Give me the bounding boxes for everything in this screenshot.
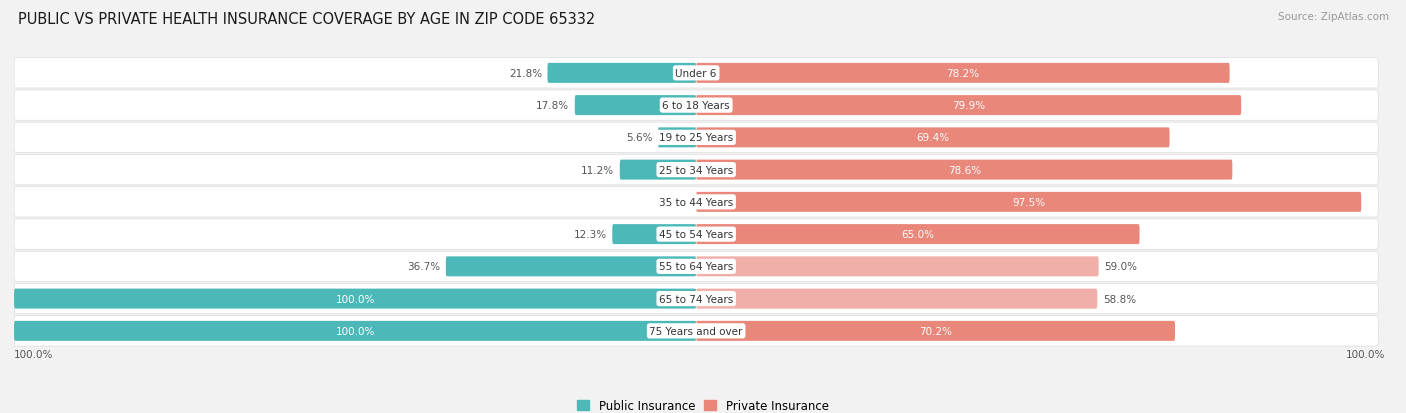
FancyBboxPatch shape <box>696 192 1361 212</box>
FancyBboxPatch shape <box>696 160 1232 180</box>
FancyBboxPatch shape <box>696 289 1097 309</box>
Text: 75 Years and over: 75 Years and over <box>650 326 742 336</box>
Text: 78.6%: 78.6% <box>948 165 981 175</box>
FancyBboxPatch shape <box>14 321 696 341</box>
Text: 70.2%: 70.2% <box>920 326 952 336</box>
Text: PUBLIC VS PRIVATE HEALTH INSURANCE COVERAGE BY AGE IN ZIP CODE 65332: PUBLIC VS PRIVATE HEALTH INSURANCE COVER… <box>18 12 596 27</box>
Text: 100.0%: 100.0% <box>1346 349 1385 359</box>
Text: 69.4%: 69.4% <box>917 133 949 143</box>
Legend: Public Insurance, Private Insurance: Public Insurance, Private Insurance <box>572 394 834 413</box>
FancyBboxPatch shape <box>14 59 1378 89</box>
Text: 6 to 18 Years: 6 to 18 Years <box>662 101 730 111</box>
FancyBboxPatch shape <box>696 96 1241 116</box>
Text: Source: ZipAtlas.com: Source: ZipAtlas.com <box>1278 12 1389 22</box>
Text: 45 to 54 Years: 45 to 54 Years <box>659 230 734 240</box>
FancyBboxPatch shape <box>696 128 1170 148</box>
Text: 79.9%: 79.9% <box>952 101 986 111</box>
Text: 35 to 44 Years: 35 to 44 Years <box>659 197 734 207</box>
FancyBboxPatch shape <box>696 321 1175 341</box>
Text: 17.8%: 17.8% <box>536 101 569 111</box>
FancyBboxPatch shape <box>620 160 696 180</box>
FancyBboxPatch shape <box>14 155 1378 185</box>
FancyBboxPatch shape <box>658 128 696 148</box>
FancyBboxPatch shape <box>14 187 1378 218</box>
Text: 100.0%: 100.0% <box>336 294 375 304</box>
Text: 100.0%: 100.0% <box>14 349 53 359</box>
Text: Under 6: Under 6 <box>675 69 717 78</box>
Text: 100.0%: 100.0% <box>336 326 375 336</box>
Text: 55 to 64 Years: 55 to 64 Years <box>659 262 734 272</box>
Text: 11.2%: 11.2% <box>581 165 614 175</box>
Text: 65 to 74 Years: 65 to 74 Years <box>659 294 734 304</box>
FancyBboxPatch shape <box>14 91 1378 121</box>
Text: 97.5%: 97.5% <box>1012 197 1045 207</box>
Text: 21.8%: 21.8% <box>509 69 543 78</box>
FancyBboxPatch shape <box>696 257 1098 277</box>
Text: 78.2%: 78.2% <box>946 69 980 78</box>
FancyBboxPatch shape <box>446 257 696 277</box>
Text: 58.8%: 58.8% <box>1102 294 1136 304</box>
FancyBboxPatch shape <box>696 64 1230 84</box>
Text: 0.0%: 0.0% <box>665 197 690 207</box>
FancyBboxPatch shape <box>14 219 1378 250</box>
Text: 65.0%: 65.0% <box>901 230 935 240</box>
FancyBboxPatch shape <box>14 284 1378 314</box>
Text: 12.3%: 12.3% <box>574 230 607 240</box>
FancyBboxPatch shape <box>612 225 696 244</box>
FancyBboxPatch shape <box>547 64 696 84</box>
Text: 59.0%: 59.0% <box>1104 262 1137 272</box>
FancyBboxPatch shape <box>14 252 1378 282</box>
Text: 5.6%: 5.6% <box>626 133 652 143</box>
Text: 36.7%: 36.7% <box>408 262 440 272</box>
Text: 25 to 34 Years: 25 to 34 Years <box>659 165 734 175</box>
Text: 19 to 25 Years: 19 to 25 Years <box>659 133 734 143</box>
FancyBboxPatch shape <box>14 289 696 309</box>
FancyBboxPatch shape <box>14 316 1378 346</box>
FancyBboxPatch shape <box>14 123 1378 153</box>
FancyBboxPatch shape <box>575 96 696 116</box>
FancyBboxPatch shape <box>696 225 1139 244</box>
